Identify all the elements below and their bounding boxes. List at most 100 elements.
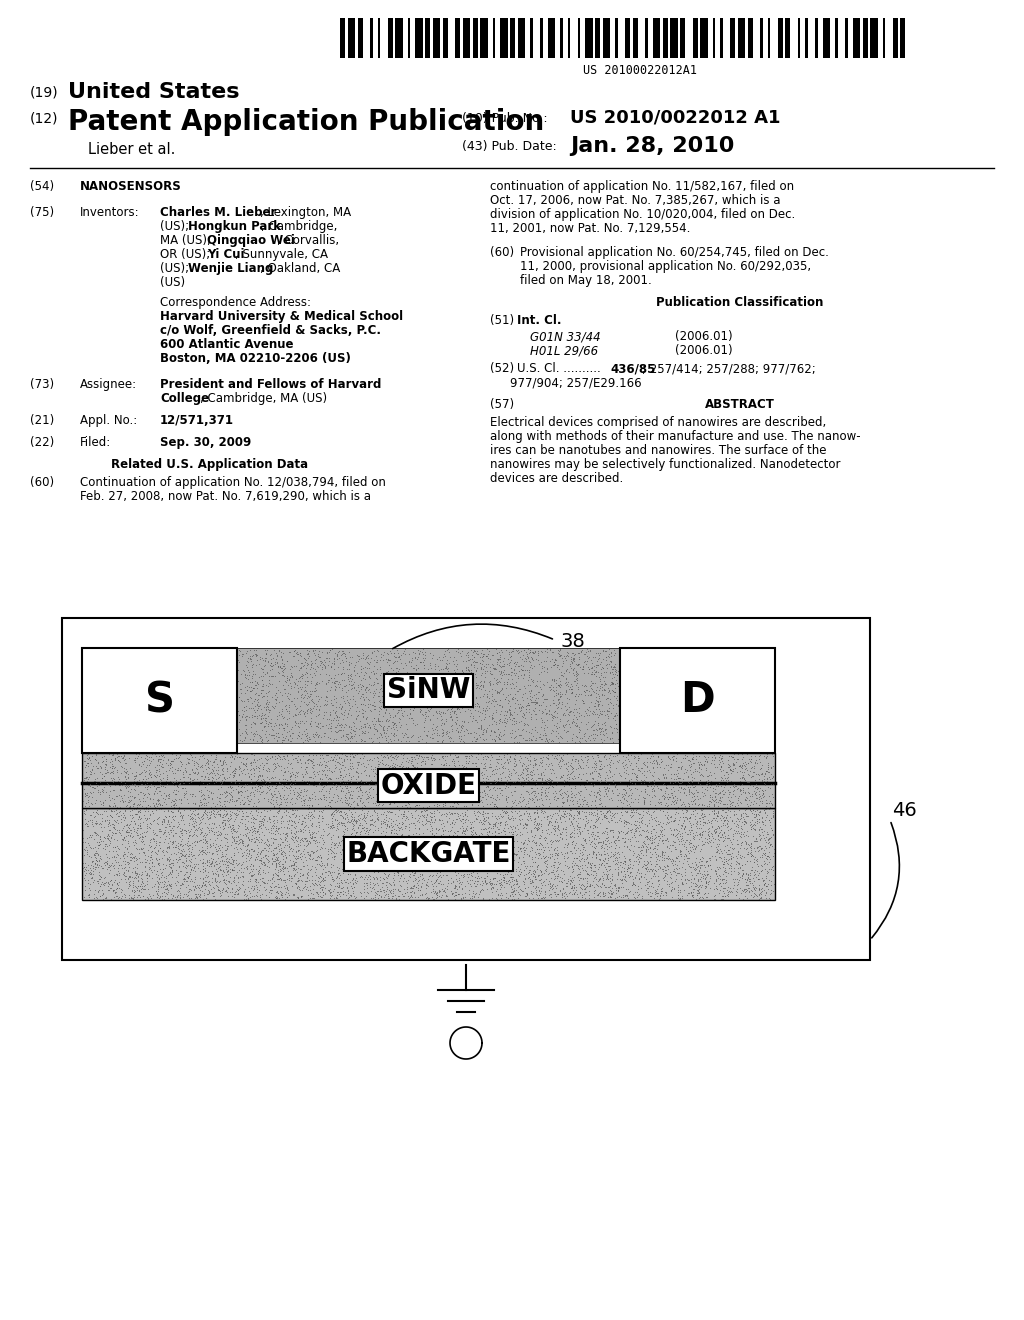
Point [605, 763, 622, 784]
Point [673, 777, 689, 799]
Point [182, 818, 199, 840]
Point [546, 818, 562, 840]
Point [730, 785, 746, 807]
Text: (57): (57) [490, 399, 514, 411]
Point [113, 746, 129, 767]
Point [78, 862, 94, 883]
Point [330, 721, 346, 742]
Point [593, 652, 609, 673]
Point [160, 810, 176, 832]
Point [165, 830, 181, 851]
Point [486, 813, 503, 834]
Point [353, 809, 370, 830]
Point [355, 843, 372, 865]
Point [364, 755, 380, 776]
Point [584, 791, 600, 812]
Bar [720, 18, 723, 58]
Point [311, 713, 328, 734]
Point [111, 863, 127, 884]
Point [257, 846, 273, 867]
Point [338, 648, 354, 669]
Point [325, 804, 341, 825]
Point [487, 858, 504, 879]
Point [121, 866, 137, 887]
Point [224, 746, 241, 767]
Point [205, 862, 221, 883]
Point [111, 774, 127, 795]
Point [444, 651, 461, 672]
Point [568, 879, 585, 900]
Point [334, 751, 350, 772]
Point [344, 878, 360, 899]
Point [86, 777, 102, 799]
Point [740, 871, 757, 892]
Point [479, 865, 496, 886]
Point [85, 816, 101, 837]
Point [707, 789, 723, 810]
Point [464, 780, 480, 801]
Point [93, 793, 110, 814]
Point [694, 863, 711, 884]
Point [674, 866, 690, 887]
Text: Sep. 30, 2009: Sep. 30, 2009 [160, 436, 251, 449]
Point [264, 760, 281, 781]
Point [447, 640, 464, 661]
Point [554, 791, 570, 812]
Point [305, 774, 322, 795]
Point [549, 706, 565, 727]
Point [487, 816, 504, 837]
Point [381, 696, 397, 717]
Point [758, 747, 774, 768]
Point [79, 884, 95, 906]
Point [226, 759, 243, 780]
Point [353, 698, 370, 719]
Point [521, 642, 538, 663]
Point [570, 676, 587, 697]
Point [80, 752, 96, 774]
Point [281, 700, 297, 721]
Point [370, 837, 386, 858]
Point [538, 746, 554, 767]
Point [220, 855, 237, 876]
Point [256, 723, 272, 744]
Point [436, 754, 453, 775]
Point [685, 873, 701, 894]
Point [492, 681, 508, 702]
Point [287, 812, 303, 833]
Point [122, 874, 138, 895]
Point [469, 776, 485, 797]
Point [343, 678, 359, 700]
Point [399, 870, 416, 891]
Point [348, 697, 365, 718]
Point [565, 847, 582, 869]
Point [705, 807, 721, 828]
Point [603, 722, 620, 743]
Point [721, 843, 737, 865]
Point [724, 810, 740, 832]
Point [335, 772, 351, 793]
Point [535, 871, 551, 892]
Point [332, 673, 348, 694]
Point [471, 832, 487, 853]
Point [138, 849, 155, 870]
Point [389, 645, 406, 667]
Point [557, 648, 573, 669]
Point [351, 828, 368, 849]
Point [404, 669, 421, 690]
Point [509, 680, 525, 701]
Point [418, 858, 434, 879]
Point [738, 870, 755, 891]
Point [442, 760, 459, 781]
Point [234, 833, 251, 854]
Point [256, 639, 272, 660]
Point [525, 784, 542, 805]
Point [90, 751, 106, 772]
Point [254, 764, 270, 785]
Point [563, 867, 580, 888]
Point [544, 754, 560, 775]
Point [567, 784, 584, 805]
Point [757, 809, 773, 830]
Point [691, 883, 708, 904]
Point [558, 681, 574, 702]
Point [349, 663, 366, 684]
